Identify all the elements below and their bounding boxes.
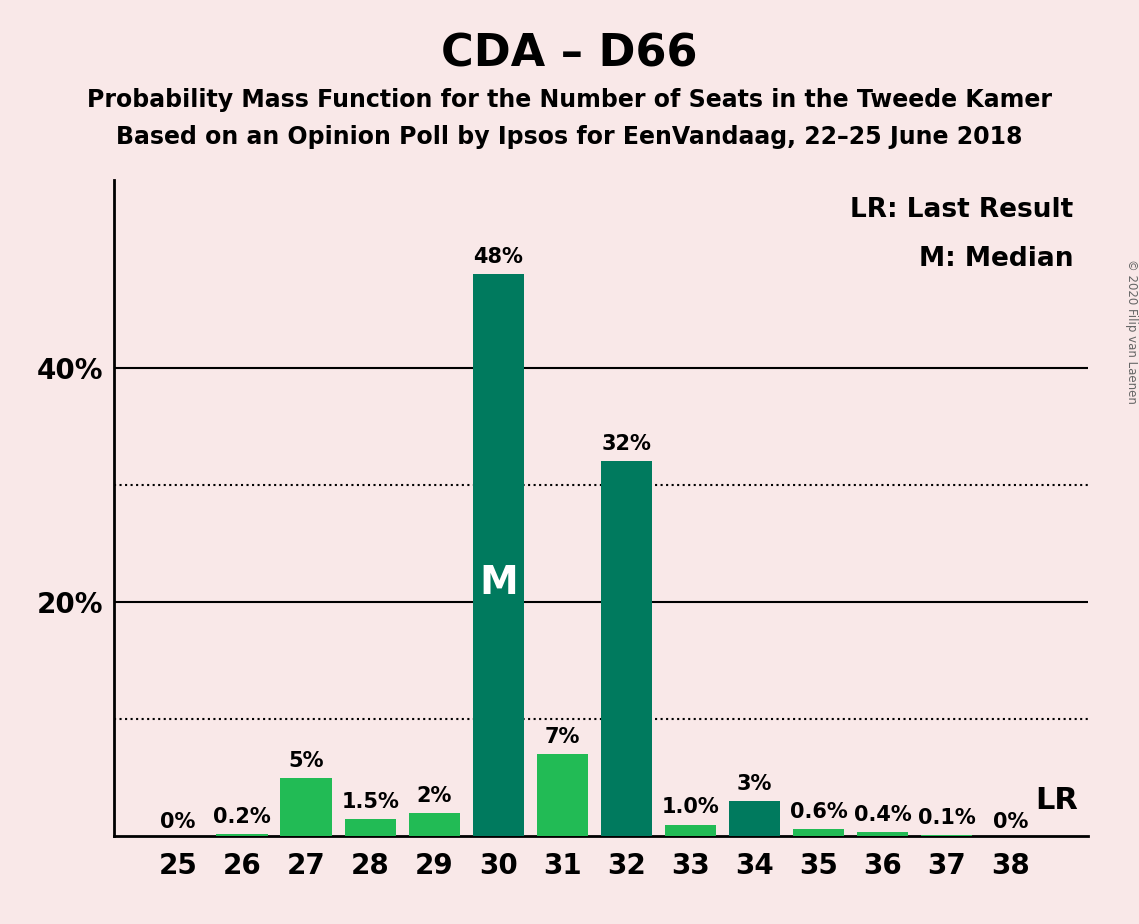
Text: 5%: 5%	[288, 750, 323, 771]
Bar	[280, 778, 331, 836]
Text: 7%: 7%	[544, 727, 580, 748]
Text: 48%: 48%	[474, 247, 523, 267]
Text: M: M	[478, 565, 518, 602]
Text: 0.6%: 0.6%	[789, 802, 847, 822]
Bar	[665, 824, 716, 836]
Text: 1.0%: 1.0%	[662, 797, 720, 818]
Bar	[345, 819, 396, 836]
Text: M: Median: M: Median	[919, 246, 1073, 272]
Text: 0.4%: 0.4%	[854, 805, 911, 824]
Text: Probability Mass Function for the Number of Seats in the Tweede Kamer: Probability Mass Function for the Number…	[87, 88, 1052, 112]
Bar	[793, 829, 844, 836]
Text: LR: LR	[1035, 785, 1077, 815]
Text: 2%: 2%	[417, 785, 452, 806]
Bar	[536, 754, 588, 836]
Bar	[473, 274, 524, 836]
Text: 0.1%: 0.1%	[918, 808, 976, 828]
Text: 32%: 32%	[601, 434, 652, 455]
Bar	[729, 801, 780, 836]
Text: © 2020 Filip van Laenen: © 2020 Filip van Laenen	[1124, 259, 1138, 404]
Bar	[601, 461, 653, 836]
Bar	[921, 835, 973, 836]
Text: 3%: 3%	[737, 774, 772, 794]
Text: 1.5%: 1.5%	[342, 792, 399, 811]
Text: 0.2%: 0.2%	[213, 807, 271, 827]
Bar	[409, 813, 460, 836]
Text: 0%: 0%	[993, 811, 1029, 832]
Bar	[216, 833, 268, 836]
Bar	[858, 832, 909, 836]
Text: 0%: 0%	[161, 811, 196, 832]
Text: LR: Last Result: LR: Last Result	[850, 197, 1073, 223]
Text: Based on an Opinion Poll by Ipsos for EenVandaag, 22–25 June 2018: Based on an Opinion Poll by Ipsos for Ee…	[116, 125, 1023, 149]
Text: CDA – D66: CDA – D66	[441, 32, 698, 76]
